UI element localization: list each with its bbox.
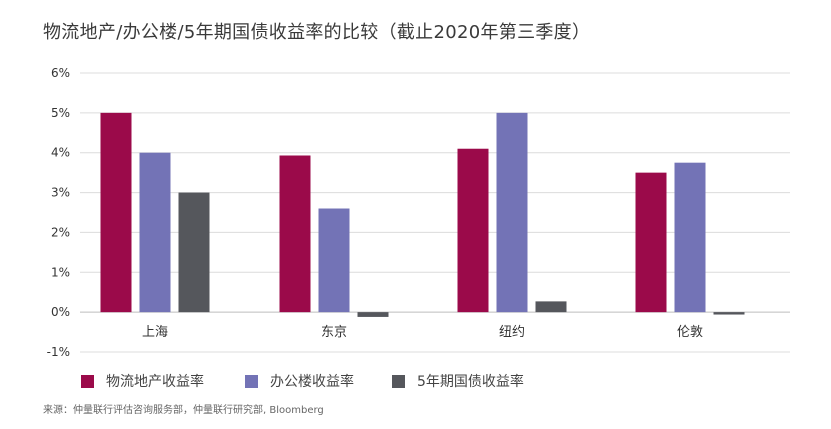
bar (713, 312, 745, 315)
bar (457, 148, 489, 313)
y-tick-label: 0% (51, 305, 70, 319)
y-tick-label: 5% (51, 106, 70, 120)
bar (279, 155, 311, 313)
y-axis-ticks: -1% 0% 1% 2% 3% 4% 5% 6% (47, 66, 70, 359)
legend-label: 办公楼收益率 (270, 374, 354, 390)
legend-swatch (392, 374, 405, 388)
bar (100, 112, 132, 313)
legend-label: 5年期国债收益率 (417, 374, 524, 390)
y-tick-label: 4% (51, 146, 70, 160)
chart-title: 物流地产/办公楼/5年期国债收益率的比较（截止2020年第三季度） (43, 22, 591, 43)
y-tick-label: 3% (51, 186, 70, 200)
bar (535, 301, 567, 313)
legend: 物流地产收益率 办公楼收益率 5年期国债收益率 (0, 371, 831, 391)
legend-swatch (81, 374, 94, 388)
bar (496, 112, 528, 313)
bars (100, 112, 745, 317)
x-tick-label: 上海 (142, 325, 168, 340)
y-tick-label: 6% (51, 66, 70, 80)
x-tick-label: 东京 (321, 325, 347, 340)
x-tick-label: 伦敦 (677, 324, 703, 340)
legend-swatch (245, 374, 258, 388)
bar (674, 162, 706, 313)
x-axis-ticks: 上海 东京 纽约 伦敦 (142, 324, 703, 340)
bar (318, 208, 350, 313)
y-tick-label: -1% (47, 345, 70, 359)
y-tick-label: 1% (51, 265, 70, 279)
bar (178, 192, 210, 313)
bar (635, 172, 667, 313)
bar (357, 312, 389, 317)
y-tick-label: 2% (51, 225, 70, 239)
legend-item: 物流地产收益率 (81, 371, 204, 391)
source-note: 来源：仲量联行评估咨询服务部，仲量联行研究部, Bloomberg (43, 405, 324, 416)
bar (139, 152, 171, 313)
gridlines (80, 72, 790, 353)
legend-label: 物流地产收益率 (106, 374, 204, 390)
legend-item: 办公楼收益率 (245, 371, 354, 391)
x-tick-label: 纽约 (499, 325, 525, 340)
legend-item: 5年期国债收益率 (392, 371, 524, 391)
